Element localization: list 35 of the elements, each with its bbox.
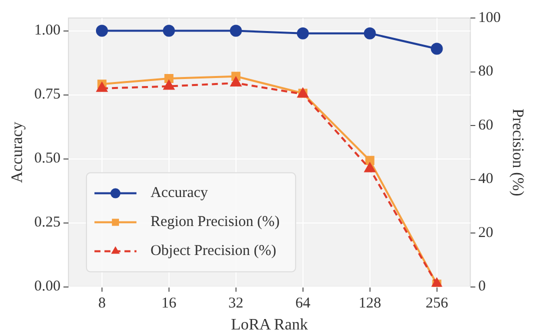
legend-label: Region Precision (%) [150,214,280,230]
y-tick-label: 0.50 [34,150,60,167]
y2-tick-label: 40 [478,171,494,188]
x-tick-label: 128 [358,296,382,312]
y-tick-label: 0.00 [34,278,60,295]
point [365,156,374,165]
y2-tick-label: 80 [478,64,494,80]
point [230,24,242,37]
x-tick-label: 32 [228,296,244,312]
point [430,42,443,55]
y-tick-label: 0.25 [34,214,60,231]
x-tick-label: 64 [295,296,311,312]
y-axis-title: Accuracy [8,122,26,184]
y2-tick-label: 100 [478,10,501,26]
x-tick-label: 256 [426,296,449,312]
y2-tick-label: 0 [478,278,486,295]
x-axis-title: LoRA Rank [230,316,308,334]
legend-label: Object Precision (%) [150,243,276,260]
point [364,27,376,40]
x-tick-label: 8 [98,296,106,312]
point [296,27,309,40]
y2-tick-label: 20 [478,224,494,241]
y2-tick-label: 60 [478,117,494,134]
y2-axis-title: Precision (%) [509,108,526,196]
point [164,74,174,84]
point [96,24,108,37]
y-tick-label: 1.00 [34,22,60,39]
point [364,162,376,172]
point [96,82,108,92]
point [164,80,174,90]
y-tick-label: 0.75 [34,86,60,103]
point [162,24,175,37]
point [230,77,242,87]
legend-label: Accuracy [150,185,208,202]
x-tick-label: 16 [161,296,177,312]
